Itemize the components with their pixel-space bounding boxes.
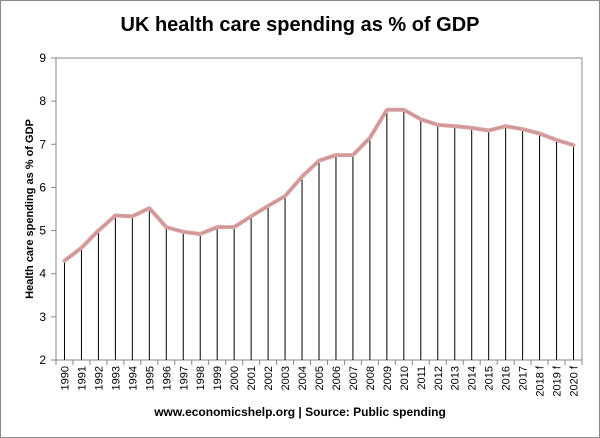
x-tick-label: 2010 (399, 366, 411, 390)
data-point (436, 123, 440, 127)
y-axis-label: Health care spending as % of GDP (24, 119, 36, 299)
data-point (96, 229, 100, 233)
data-point (385, 108, 389, 112)
x-tick-label: 1993 (110, 366, 122, 390)
x-tick-label: 2000 (229, 366, 241, 390)
data-point (504, 124, 508, 128)
data-point (402, 108, 406, 112)
x-tick-label: 1991 (76, 366, 88, 390)
y-tick-label: 7 (39, 137, 46, 151)
x-tick-label: 2002 (263, 366, 275, 390)
data-point (249, 214, 253, 218)
data-point (164, 225, 168, 229)
data-point (113, 213, 117, 217)
x-tick-label: 2020 f (569, 365, 581, 397)
data-point (232, 225, 236, 229)
x-tick-label: 2014 (467, 366, 479, 390)
chart-title: UK health care spending as % of GDP (120, 14, 480, 36)
x-tick-label: 1995 (144, 366, 156, 390)
data-point (351, 153, 355, 157)
y-tick-label: 9 (39, 51, 46, 65)
data-point (215, 225, 219, 229)
x-tick-label: 1992 (93, 366, 105, 390)
y-tick-label: 6 (39, 180, 46, 194)
data-point (283, 194, 287, 198)
data-point (555, 138, 559, 142)
x-tick-label: 2004 (297, 366, 309, 390)
data-point (453, 124, 457, 128)
data-point (419, 117, 423, 121)
data-point (317, 159, 321, 163)
data-point (181, 230, 185, 234)
x-tick-label: 2006 (331, 366, 343, 390)
y-tick-label: 3 (39, 310, 46, 324)
data-point (300, 175, 304, 179)
x-tick-label: 1998 (195, 366, 207, 390)
data-point (470, 126, 474, 130)
data-point (487, 128, 491, 132)
data-point (368, 136, 372, 140)
y-tick-label: 5 (39, 224, 46, 238)
x-tick-label: 2019 f (552, 365, 564, 397)
x-tick-label: 2003 (280, 366, 292, 390)
x-tick-label: 1999 (212, 366, 224, 390)
x-tick-label: 2001 (246, 366, 258, 390)
y-tick-label: 8 (39, 94, 46, 108)
x-tick-label: 2009 (382, 366, 394, 390)
x-tick-label: 2012 (433, 366, 445, 390)
x-tick-label: 1990 (59, 366, 71, 390)
data-point (79, 246, 83, 250)
x-tick-label: 2005 (314, 366, 326, 390)
x-tick-label: 2015 (484, 366, 496, 390)
chart-footer: www.economicshelp.org | Source: Public s… (154, 405, 446, 419)
data-point (147, 206, 151, 210)
data-point (521, 127, 525, 131)
x-tick-label: 2007 (348, 366, 360, 390)
x-tick-label: 1997 (178, 366, 190, 390)
data-point (334, 153, 338, 157)
data-point (130, 214, 134, 218)
x-tick-label: 2013 (450, 366, 462, 390)
x-tick-label: 1996 (161, 366, 173, 390)
x-tick-label: 2018 f (535, 365, 547, 397)
x-tick-label: 2011 (416, 366, 428, 390)
data-point (572, 143, 576, 147)
x-tick-label: 2017 (518, 366, 530, 390)
y-tick-label: 4 (39, 267, 46, 281)
data-point (538, 132, 542, 135)
y-tick-label: 2 (39, 353, 46, 367)
data-point (198, 232, 202, 236)
x-tick-label: 2008 (365, 366, 377, 390)
x-tick-label: 2016 (501, 366, 513, 390)
x-tick-label: 1994 (127, 366, 139, 390)
data-point (62, 259, 66, 263)
data-point (266, 204, 270, 208)
